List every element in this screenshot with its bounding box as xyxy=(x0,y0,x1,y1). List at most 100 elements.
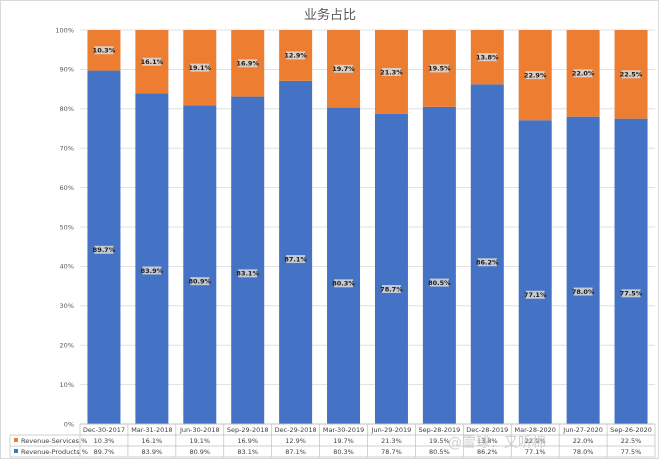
table-cell: 80.5% xyxy=(429,448,450,456)
x-tick-label: Mar-28-2020 xyxy=(515,426,556,434)
x-tick-label: Jun-27-2020 xyxy=(562,426,603,434)
table-cell: 87.1% xyxy=(285,448,306,456)
table-cell: 77.5% xyxy=(621,448,642,456)
data-label-products-box xyxy=(334,279,354,288)
table-cell: 16.1% xyxy=(142,437,163,445)
table-cell: 22.5% xyxy=(621,437,642,445)
bar-products xyxy=(231,96,265,424)
data-table: Dec-30-2017 Mar-31-2018 Jun-30-2018 Sep-29-… xyxy=(9,423,656,458)
data-label-services-box xyxy=(381,67,401,76)
data-label-services: 22.9% xyxy=(524,71,547,79)
data-label-products-box xyxy=(525,290,545,299)
data-label-services-box xyxy=(573,69,593,78)
data-label-services-box xyxy=(94,46,114,55)
table-cell: 86.2% xyxy=(477,448,498,456)
data-label-services: 19.1% xyxy=(189,64,212,72)
y-tick-label: 60% xyxy=(60,184,74,192)
watermark-text: @雪球：又听棉 xyxy=(448,434,546,451)
y-tick-label: 0% xyxy=(64,420,74,428)
x-tick-label: Sep-29-2018 xyxy=(227,426,269,434)
y-tick-label: 40% xyxy=(60,263,74,271)
legend-label: Revenue-Products % xyxy=(21,448,88,456)
table-cell: 83.1% xyxy=(237,448,258,456)
bar-products xyxy=(422,106,456,424)
data-label-products: 77.5% xyxy=(620,290,643,298)
y-tick-label: 20% xyxy=(60,342,74,350)
bar-products xyxy=(614,118,648,425)
data-label-services: 19.5% xyxy=(428,65,451,73)
legend-swatch xyxy=(14,438,18,442)
bars xyxy=(87,30,648,425)
bar-products xyxy=(566,116,600,425)
data-label-services-box xyxy=(238,59,258,68)
table-cell: 83.9% xyxy=(142,448,163,456)
data-label-products-box xyxy=(477,258,497,267)
data-label-products: 87.1% xyxy=(284,255,307,263)
x-tick-label: Sep-26-2020 xyxy=(610,426,652,434)
data-label-products: 78.7% xyxy=(380,285,403,293)
table-cell: 77.1% xyxy=(525,448,546,456)
data-label-products-box xyxy=(429,278,449,287)
data-label-products-box xyxy=(621,289,641,298)
data-label-products-box xyxy=(238,269,258,278)
table-cell: 16.9% xyxy=(237,437,258,445)
bar-products xyxy=(374,113,408,424)
y-tick-label: 80% xyxy=(60,105,74,113)
data-label-products-box xyxy=(286,255,306,264)
data-label-products: 83.9% xyxy=(141,267,164,275)
data-label-products-box xyxy=(94,245,114,254)
data-label-services: 22.0% xyxy=(572,70,595,78)
y-tick-label: 70% xyxy=(60,145,74,153)
data-label-services-box xyxy=(190,63,210,72)
data-label-services: 21.3% xyxy=(380,68,403,76)
data-label-services: 10.3% xyxy=(93,47,116,55)
data-label-products: 86.2% xyxy=(476,259,499,267)
data-label-services-box xyxy=(621,70,641,79)
y-tick-label: 30% xyxy=(60,302,74,310)
table-cell: 19.7% xyxy=(333,437,354,445)
data-label-products-box xyxy=(190,277,210,286)
table-cell: 12.9% xyxy=(285,437,306,445)
x-tick-label: Sep-28-2019 xyxy=(418,426,460,434)
y-tick-label: 100% xyxy=(55,26,74,34)
legend-swatch xyxy=(14,449,18,453)
bar-products xyxy=(327,107,361,425)
data-label-services-box xyxy=(334,64,354,73)
data-label-products: 80.9% xyxy=(189,277,212,285)
y-tick-label: 50% xyxy=(60,223,74,231)
data-label-products-box xyxy=(142,266,162,275)
table-cell: 78.0% xyxy=(573,448,594,456)
table-cell: 78.7% xyxy=(381,448,402,456)
y-tick-label: 10% xyxy=(60,381,74,389)
x-tick-label: Jun-30-2018 xyxy=(179,426,220,434)
table-cell: 13.8% xyxy=(477,437,498,445)
data-label-services: 13.8% xyxy=(476,53,499,61)
table-cell: 80.3% xyxy=(333,448,354,456)
x-tick-label: Mar-30-2019 xyxy=(323,426,364,434)
table-cell: 89.7% xyxy=(94,448,115,456)
bar-products xyxy=(135,93,169,425)
data-label-products: 83.1% xyxy=(236,270,259,278)
table-cell: 19.1% xyxy=(189,437,210,445)
table-cell: 80.9% xyxy=(189,448,210,456)
legend-label: Revenue-Services % xyxy=(21,437,87,445)
table-cell: 22.0% xyxy=(573,437,594,445)
data-label-services: 19.7% xyxy=(332,65,355,73)
bar-products xyxy=(470,84,504,424)
data-label-services-box xyxy=(429,64,449,73)
data-label-services-box xyxy=(142,57,162,66)
data-label-services: 16.9% xyxy=(236,60,259,68)
data-label-products-box xyxy=(381,285,401,294)
data-label-services: 22.5% xyxy=(620,71,643,79)
data-label-products: 89.7% xyxy=(93,246,116,254)
x-tick-label: Mar-31-2018 xyxy=(131,426,172,434)
data-label-services-box xyxy=(525,71,545,80)
data-label-services-box xyxy=(286,51,306,60)
table-cell: 21.3% xyxy=(381,437,402,445)
data-labels: 89.7% 10.3% 83.9% 16.1% 80.9% 19.1% 83.1% 16.9%… xyxy=(93,46,643,299)
table-cell: 10.3% xyxy=(94,437,115,445)
data-label-products: 78.0% xyxy=(572,288,595,296)
x-tick-label: Dec-28-2019 xyxy=(466,426,508,434)
bar-products xyxy=(279,80,313,425)
